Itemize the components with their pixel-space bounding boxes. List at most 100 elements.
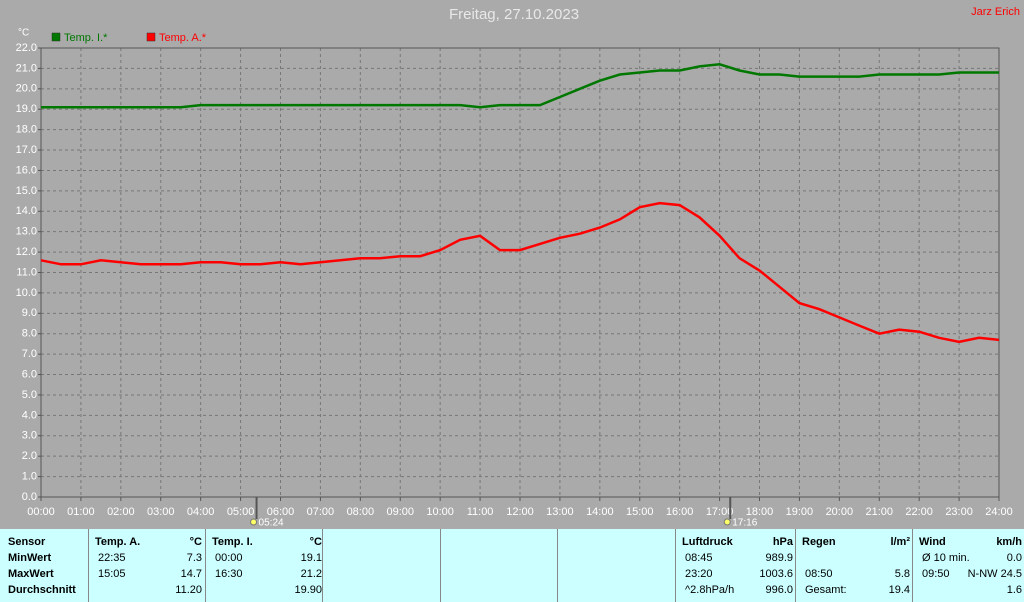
x-tick-label: 11:00 [467, 506, 494, 518]
credit: Jarz Erich [971, 6, 1020, 18]
cell-value: 11.20 [175, 584, 202, 596]
x-tick-label: 24:00 [985, 506, 1013, 518]
cell-label: 22:35 [98, 552, 126, 564]
cell-value: 1.6 [1006, 584, 1022, 596]
y-tick-label: 19.0 [16, 103, 37, 115]
sun-label: 05:24 [259, 518, 284, 527]
y-tick-label: 7.0 [22, 348, 37, 360]
y-tick-label: 20.0 [16, 83, 37, 95]
y-unit: °C [18, 28, 29, 39]
x-tick-label: 04:00 [187, 506, 215, 518]
y-tick-label: 12.0 [16, 246, 37, 258]
data-line [41, 63, 999, 109]
column-separator [675, 529, 676, 602]
x-tick-label: 16:00 [666, 506, 694, 518]
x-tick-label: 22:00 [905, 506, 933, 518]
group-header: Temp. A. [95, 536, 141, 548]
x-tick-label: 13:00 [546, 506, 574, 518]
column-separator [440, 529, 441, 602]
column-separator [912, 529, 913, 602]
y-tick-label: 21.0 [16, 62, 37, 74]
y-tick-label: 8.0 [22, 328, 37, 340]
cell-label: ^2.8hPa/h [685, 584, 735, 596]
cell-value: 14.7 [180, 568, 202, 580]
x-tick-label: 07:00 [307, 506, 335, 518]
x-tick-label: 17:00 [706, 506, 734, 518]
y-tick-label: 14.0 [16, 205, 37, 217]
x-tick-label: 05:00 [227, 506, 255, 518]
y-tick-label: 0.0 [22, 491, 37, 503]
x-tick-label: 10:00 [426, 506, 454, 518]
x-tick-label: 19:00 [786, 506, 814, 518]
sun-icon [723, 518, 731, 526]
y-tick-label: 10.0 [16, 287, 37, 299]
y-tick-label: 15.0 [16, 185, 37, 197]
cell-value: 7.3 [186, 552, 202, 564]
cell-label: 08:45 [685, 552, 713, 564]
x-tick-label: 15:00 [626, 506, 654, 518]
y-tick-label: 11.0 [16, 266, 37, 278]
cell-value: 996.0 [765, 584, 793, 596]
row-label: Sensor [8, 536, 46, 548]
x-tick-label: 00:00 [27, 506, 55, 518]
legend-swatch [51, 32, 61, 42]
cell-label: 08:50 [805, 568, 833, 580]
x-tick-label: 01:00 [67, 506, 95, 518]
y-tick-label: 6.0 [22, 368, 37, 380]
cell-value: 989.9 [765, 552, 793, 564]
cell-value: 19.90 [294, 584, 322, 596]
y-tick-label: 13.0 [16, 226, 37, 238]
cell-value: 19.1 [300, 552, 322, 564]
column-separator [795, 529, 796, 602]
cell-label: 00:00 [215, 552, 243, 564]
group-header: Wind [919, 536, 946, 548]
y-tick-label: 18.0 [16, 124, 37, 136]
sun-icon [250, 518, 258, 526]
cell-value: 0.0 [1006, 552, 1022, 564]
data-line [40, 201, 1000, 344]
x-tick-label: 14:00 [586, 506, 614, 518]
cell-label: 09:50 [922, 568, 950, 580]
plot-border [40, 47, 1000, 498]
group-header: Temp. I. [212, 536, 253, 548]
summary-table: Sensor MinWert MaxWert Durchschnitt Temp. A.… [0, 529, 1024, 602]
x-tick-label: 23:00 [945, 506, 973, 518]
x-tick-label: 18:00 [746, 506, 774, 518]
group-unit: l/m² [890, 536, 910, 548]
column-separator [88, 529, 89, 602]
x-tick-label: 20:00 [826, 506, 854, 518]
y-tick-label: 4.0 [22, 409, 37, 421]
cell-value: 1003.6 [759, 568, 793, 580]
y-tick-label: 2.0 [22, 450, 37, 462]
row-label: MaxWert [8, 568, 54, 580]
row-label: Durchschnitt [8, 584, 76, 596]
legend-label: Temp. A.* [159, 32, 207, 44]
y-tick-label: 17.0 [16, 144, 37, 156]
chart-title: Freitag, 27.10.2023 [449, 6, 579, 23]
y-tick-label: 16.0 [16, 164, 37, 176]
cell-label: 23:20 [685, 568, 713, 580]
x-tick-label: 02:00 [107, 506, 135, 518]
cell-value: 21.2 [300, 568, 322, 580]
group-unit: °C [309, 536, 322, 548]
group-unit: °C [189, 536, 202, 548]
sun-label: 17:16 [732, 518, 757, 527]
y-tick-label: 22.0 [16, 42, 37, 54]
column-separator [557, 529, 558, 602]
cell-value: N-NW 24.5 [967, 568, 1022, 580]
cell-label: Gesamt: [805, 584, 847, 596]
y-tick-label: 3.0 [22, 430, 37, 442]
group-unit: hPa [772, 536, 793, 548]
cell-label: 15:05 [98, 568, 126, 580]
row-label: MinWert [8, 552, 52, 564]
cell-value: 5.8 [894, 568, 910, 580]
x-tick-label: 21:00 [865, 506, 893, 518]
x-tick-label: 12:00 [506, 506, 534, 518]
cell-label: 16:30 [215, 568, 243, 580]
x-tick-label: 08:00 [347, 506, 375, 518]
column-separator [322, 529, 323, 602]
y-tick-label: 1.0 [22, 470, 37, 482]
cell-label: Ø 10 min. [922, 552, 970, 564]
group-header: Luftdruck [682, 536, 733, 548]
